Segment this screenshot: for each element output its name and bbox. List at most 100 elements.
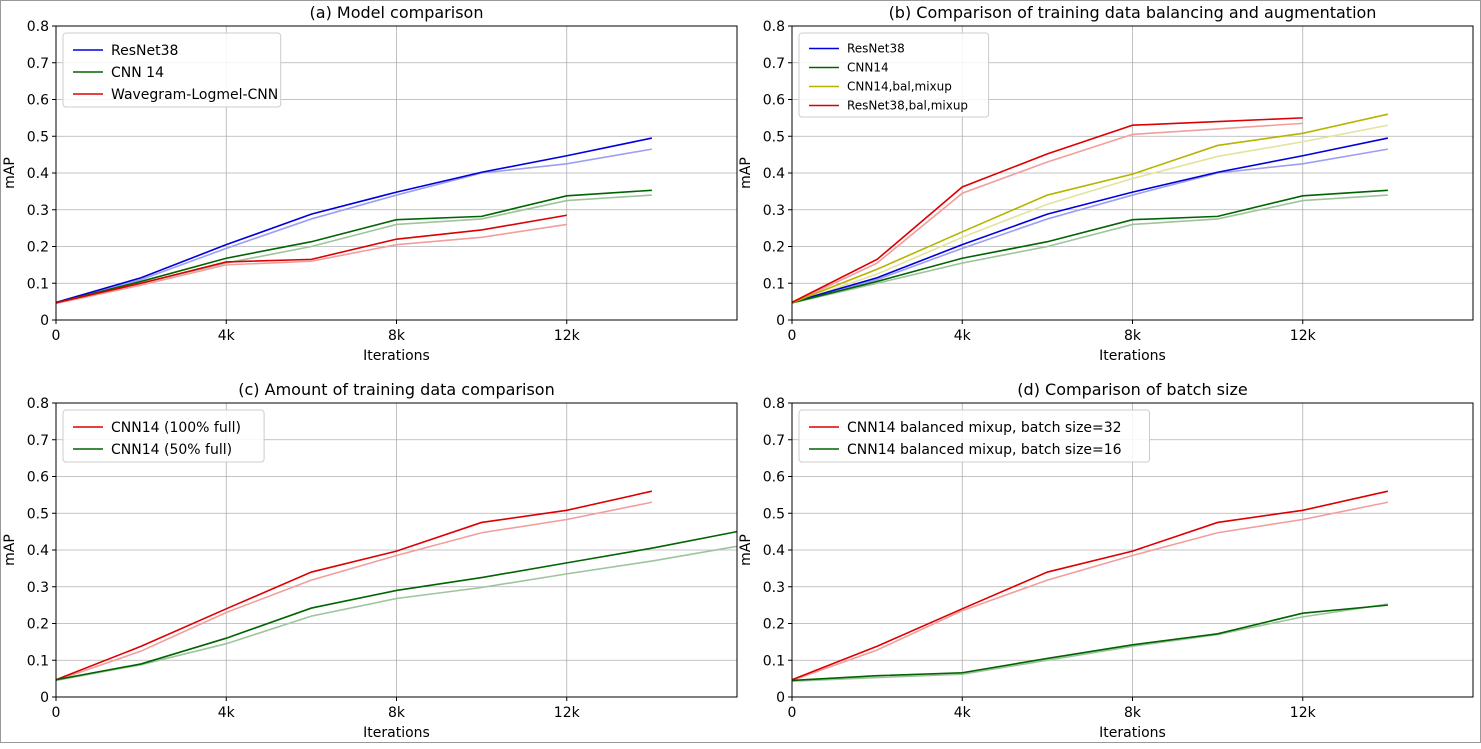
legend-label: Wavegram-Logmel-CNN bbox=[111, 87, 278, 103]
x-axis-label: Iterations bbox=[1099, 348, 1166, 364]
series-line-faded bbox=[791, 501, 1389, 682]
x-tick-label: 8k bbox=[1124, 705, 1142, 721]
y-tick-label: 0.6 bbox=[27, 93, 49, 109]
series-line bbox=[791, 604, 1388, 682]
plot-frame bbox=[791, 402, 1474, 698]
y-tick-label: 0.5 bbox=[763, 506, 785, 522]
y-tick-label: 0.3 bbox=[27, 203, 49, 219]
y-tick-label: 0.7 bbox=[27, 56, 49, 72]
legend-box bbox=[62, 32, 282, 108]
legend-label: CNN14 balanced mixup, batch size=16 bbox=[847, 442, 1122, 458]
series-line-faded bbox=[791, 194, 1388, 304]
y-tick-label: 0.6 bbox=[27, 470, 49, 486]
series-line bbox=[791, 490, 1389, 681]
x-tick-label: 4k bbox=[218, 328, 236, 344]
plot-frame bbox=[55, 402, 738, 698]
legend-label: ResNet38,bal,mixup bbox=[847, 99, 968, 113]
series-line bbox=[791, 189, 1388, 304]
y-tick-label: 0.4 bbox=[763, 166, 785, 182]
legend-label: CNN14 balanced mixup, batch size=32 bbox=[847, 420, 1122, 436]
y-tick-label: 0 bbox=[40, 690, 49, 706]
chart-title: (d) Comparison of batch size bbox=[1017, 380, 1247, 399]
y-tick-label: 0.3 bbox=[763, 203, 785, 219]
series-line bbox=[55, 189, 652, 304]
chart-1: (b) Comparison of training data balancin… bbox=[738, 3, 1474, 364]
y-tick-label: 0.5 bbox=[27, 506, 49, 522]
y-tick-label: 0.8 bbox=[763, 396, 785, 412]
series-line bbox=[55, 214, 567, 304]
y-tick-label: 0 bbox=[40, 313, 49, 329]
series-line-faded bbox=[55, 545, 738, 682]
y-tick-label: 0.5 bbox=[27, 129, 49, 145]
y-tick-label: 0.4 bbox=[27, 543, 49, 559]
y-tick-label: 0.1 bbox=[763, 653, 785, 669]
x-axis-label: Iterations bbox=[363, 725, 430, 741]
x-axis-label: Iterations bbox=[1099, 725, 1166, 741]
legend-label: CNN14,bal,mixup bbox=[847, 80, 952, 94]
x-tick-label: 8k bbox=[388, 328, 406, 344]
series-line-faded bbox=[791, 603, 1388, 682]
y-tick-label: 0.8 bbox=[763, 19, 785, 35]
x-tick-label: 0 bbox=[52, 705, 61, 721]
x-tick-label: 0 bbox=[788, 328, 797, 344]
y-axis-label: mAP bbox=[2, 534, 18, 566]
series-line bbox=[55, 137, 653, 304]
y-tick-label: 0.8 bbox=[27, 396, 49, 412]
y-tick-label: 0.7 bbox=[763, 433, 785, 449]
x-tick-label: 12k bbox=[554, 328, 581, 344]
y-tick-label: 0.3 bbox=[763, 580, 785, 596]
legend-label: ResNet38 bbox=[847, 42, 905, 56]
series-line bbox=[55, 490, 653, 681]
y-tick-label: 0.4 bbox=[763, 543, 785, 559]
chart-title: (a) Model comparison bbox=[310, 3, 484, 22]
x-tick-label: 4k bbox=[218, 705, 236, 721]
y-tick-label: 0.7 bbox=[763, 56, 785, 72]
legend-label: CNN 14 bbox=[111, 65, 164, 81]
chart-title: (c) Amount of training data comparison bbox=[238, 380, 554, 399]
x-tick-label: 12k bbox=[1290, 705, 1317, 721]
y-tick-label: 0.1 bbox=[27, 653, 49, 669]
y-tick-label: 0.2 bbox=[763, 617, 785, 633]
series-line-faded bbox=[55, 501, 653, 682]
legend-box bbox=[62, 409, 265, 463]
y-tick-label: 0 bbox=[776, 313, 785, 329]
x-tick-label: 0 bbox=[52, 328, 61, 344]
chart-0: (a) Model comparison 0 0.1 0.2 0.3 0.4 0.5 0.6 0… bbox=[2, 3, 738, 364]
series-line bbox=[55, 530, 738, 681]
legend-box bbox=[798, 409, 1150, 463]
legend-label: CNN14 bbox=[847, 61, 889, 75]
series-line bbox=[791, 117, 1303, 304]
y-tick-label: 0.2 bbox=[763, 240, 785, 256]
legend-box bbox=[798, 32, 990, 118]
series-line-faded bbox=[55, 223, 567, 305]
legend-label: ResNet38 bbox=[111, 43, 178, 59]
series-line-faded bbox=[791, 148, 1389, 304]
x-tick-label: 12k bbox=[1290, 328, 1317, 344]
legend-label: CNN14 (50% full) bbox=[111, 442, 232, 458]
series-line-faded bbox=[55, 148, 653, 304]
y-tick-label: 0.1 bbox=[27, 276, 49, 292]
x-tick-label: 0 bbox=[788, 705, 797, 721]
y-tick-label: 0.2 bbox=[27, 617, 49, 633]
chart-2: (c) Amount of training data comparison00… bbox=[2, 380, 738, 741]
y-tick-label: 0.1 bbox=[763, 276, 785, 292]
y-tick-label: 0.7 bbox=[27, 433, 49, 449]
x-tick-label: 4k bbox=[954, 328, 972, 344]
x-tick-label: 4k bbox=[954, 705, 972, 721]
y-tick-label: 0.6 bbox=[763, 470, 785, 486]
y-tick-label: 0.6 bbox=[763, 93, 785, 109]
plot-frame bbox=[55, 25, 738, 321]
x-tick-label: 8k bbox=[1124, 328, 1142, 344]
x-tick-label: 12k bbox=[554, 705, 581, 721]
chart-3: (d) Comparison of batch size 0 0.1 0.2 0.3 0.… bbox=[738, 380, 1474, 741]
series-line bbox=[791, 137, 1389, 304]
series-line-faded bbox=[791, 122, 1303, 304]
chart-title: (b) Comparison of training data balancin… bbox=[889, 3, 1377, 22]
x-axis-label: Iterations bbox=[363, 348, 430, 364]
plot-frame bbox=[791, 25, 1474, 321]
y-tick-label: 0.3 bbox=[27, 580, 49, 596]
y-axis-label: mAP bbox=[2, 157, 18, 189]
y-tick-label: 0.4 bbox=[27, 166, 49, 182]
y-tick-label: 0.5 bbox=[763, 129, 785, 145]
